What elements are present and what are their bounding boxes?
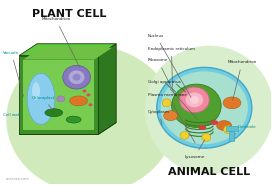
Ellipse shape <box>190 96 199 104</box>
Ellipse shape <box>198 125 206 130</box>
Text: Endoplasmic reticulum: Endoplasmic reticulum <box>148 47 195 87</box>
Ellipse shape <box>157 67 252 148</box>
Ellipse shape <box>223 97 241 109</box>
Ellipse shape <box>180 87 209 113</box>
Ellipse shape <box>161 71 248 144</box>
Ellipse shape <box>66 116 81 123</box>
Text: Centriole: Centriole <box>234 125 257 134</box>
Polygon shape <box>23 60 94 130</box>
Ellipse shape <box>63 65 91 89</box>
Text: Mitochondrion: Mitochondrion <box>227 60 257 100</box>
Ellipse shape <box>6 46 175 185</box>
Ellipse shape <box>217 121 231 130</box>
Ellipse shape <box>145 46 272 174</box>
Ellipse shape <box>224 125 233 133</box>
Text: PLANT CELL: PLANT CELL <box>32 9 106 19</box>
Text: Vacuole: Vacuole <box>3 51 23 96</box>
Polygon shape <box>19 44 116 56</box>
Text: Cell wall: Cell wall <box>3 113 20 120</box>
Ellipse shape <box>210 120 218 125</box>
Ellipse shape <box>57 96 65 102</box>
Text: rscience.com: rscience.com <box>5 177 29 181</box>
Ellipse shape <box>202 133 211 141</box>
Polygon shape <box>23 48 112 60</box>
Text: Lysosome: Lysosome <box>184 140 205 159</box>
Ellipse shape <box>88 103 92 106</box>
Ellipse shape <box>162 99 171 107</box>
Ellipse shape <box>27 73 55 125</box>
Text: Plasma membrane: Plasma membrane <box>148 93 195 143</box>
Ellipse shape <box>82 90 86 92</box>
Ellipse shape <box>186 92 203 107</box>
Ellipse shape <box>32 82 40 100</box>
Ellipse shape <box>70 96 88 106</box>
Text: Nucleus: Nucleus <box>148 34 191 97</box>
Bar <box>229 131 234 141</box>
Text: Ribosome: Ribosome <box>148 58 175 95</box>
Text: ANIMAL CELL: ANIMAL CELL <box>168 167 250 177</box>
Ellipse shape <box>172 84 221 127</box>
Ellipse shape <box>164 111 178 121</box>
Ellipse shape <box>45 109 63 117</box>
Polygon shape <box>19 122 116 134</box>
Text: Golgi apparatus: Golgi apparatus <box>148 80 197 120</box>
Ellipse shape <box>86 93 91 96</box>
Ellipse shape <box>73 74 81 81</box>
Polygon shape <box>19 56 98 134</box>
Ellipse shape <box>69 70 85 84</box>
Text: Chloroplast: Chloroplast <box>31 96 55 110</box>
Text: Cytoplasm: Cytoplasm <box>148 110 170 125</box>
Text: Mitochondrion: Mitochondrion <box>41 17 79 67</box>
Polygon shape <box>98 44 116 134</box>
Ellipse shape <box>180 131 189 139</box>
Bar <box>226 127 238 131</box>
